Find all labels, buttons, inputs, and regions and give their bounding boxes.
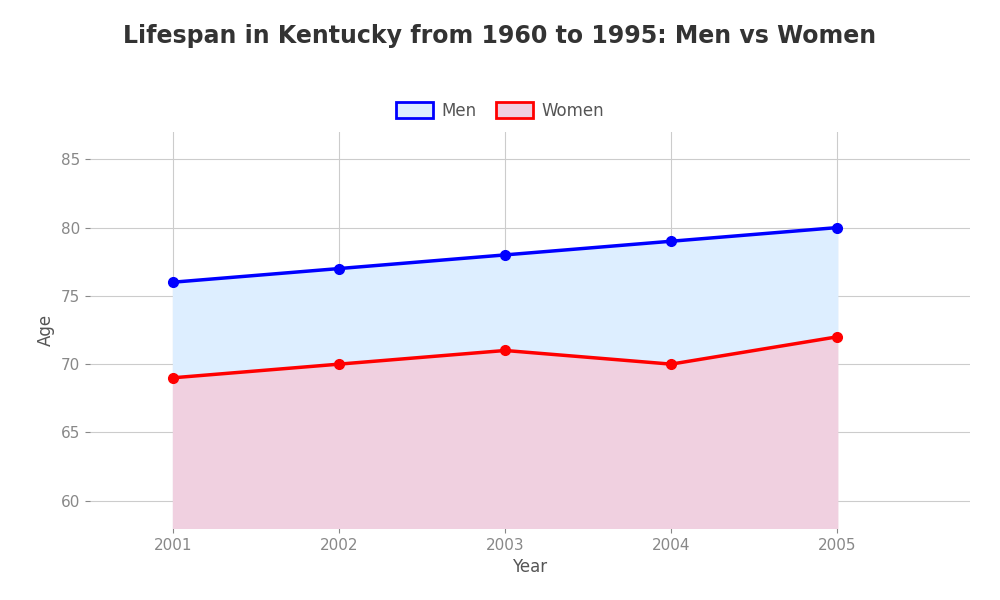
Legend: Men, Women: Men, Women [389, 95, 611, 127]
Y-axis label: Age: Age [37, 314, 55, 346]
Text: Lifespan in Kentucky from 1960 to 1995: Men vs Women: Lifespan in Kentucky from 1960 to 1995: … [123, 24, 877, 48]
X-axis label: Year: Year [512, 558, 548, 576]
